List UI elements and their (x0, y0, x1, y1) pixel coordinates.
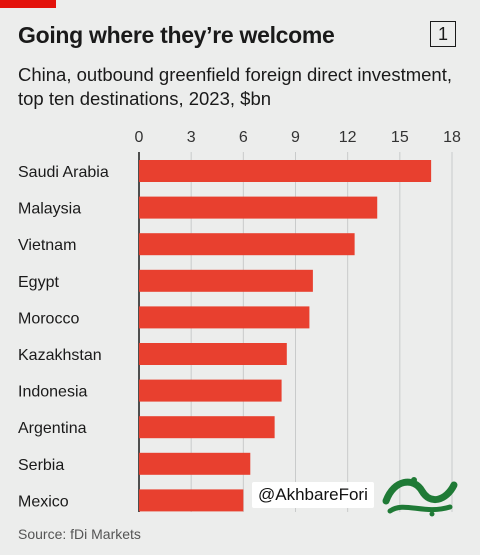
category-label: Morocco (18, 310, 79, 327)
category-label: Vietnam (18, 237, 76, 254)
bars (139, 160, 432, 512)
bar-serbia (139, 452, 251, 475)
watermark-handle: @AkhbareFori (252, 482, 374, 508)
chart-title: Going where they’re welcome (18, 22, 335, 48)
category-label: Egypt (18, 274, 59, 291)
x-tick-label: 0 (135, 129, 144, 146)
x-tick-label: 3 (187, 129, 196, 146)
bar-egypt (139, 269, 313, 292)
brand-tab (0, 0, 56, 8)
category-label: Mexico (18, 493, 69, 510)
bar-mexico (139, 489, 244, 512)
bar-kazakhstan (139, 343, 287, 365)
x-tick-label: 12 (339, 129, 357, 146)
category-label: Kazakhstan (18, 347, 102, 364)
bar-saudi-arabia (139, 160, 432, 182)
chart-number-badge: 1 (430, 21, 456, 47)
category-label: Indonesia (18, 384, 87, 401)
bar-malaysia (139, 196, 378, 219)
x-tick-labels: 0 3 6 9 12 15 18 (135, 129, 461, 146)
category-labels: Saudi Arabia Malaysia Vietnam Egypt Morocco K… (18, 164, 109, 510)
x-tick-label: 18 (443, 129, 461, 146)
x-tick-label: 9 (291, 129, 300, 146)
news-logo-icon (382, 477, 458, 517)
source-note: Source: fDi Markets (18, 526, 141, 542)
bar-argentina (139, 416, 275, 439)
bar-indonesia (139, 379, 282, 402)
category-label: Serbia (18, 457, 64, 474)
bar-morocco (139, 306, 310, 329)
bar-vietnam (139, 233, 355, 256)
category-label: Malaysia (18, 201, 81, 218)
x-tick-label: 15 (391, 129, 409, 146)
x-tick-label: 6 (239, 129, 248, 146)
category-label: Argentina (18, 420, 87, 437)
chart-subtitle: China, outbound greenfield foreign direc… (18, 64, 452, 109)
category-label: Saudi Arabia (18, 164, 109, 181)
watermark: @AkhbareFori (252, 470, 474, 520)
